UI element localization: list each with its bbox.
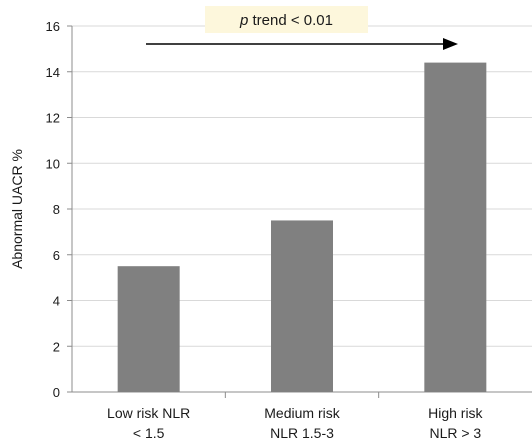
- annotation-italic-p: p: [239, 12, 248, 29]
- x-category-label-3-line-1: High risk: [428, 405, 483, 421]
- bar-3: [424, 62, 487, 392]
- bar-1: [117, 266, 180, 392]
- y-tick-label-6: 6: [53, 248, 60, 263]
- y-axis-title: Abnormal UACR %: [9, 149, 25, 269]
- x-category-label-1-line-2: < 1.5: [133, 425, 165, 441]
- y-tick-label-16: 16: [46, 19, 60, 34]
- y-tick-label-8: 8: [53, 202, 60, 217]
- x-category-label-3-line-2: NLR > 3: [429, 425, 481, 441]
- trend-arrow-head-icon: [443, 38, 458, 50]
- y-tick-label-0: 0: [53, 385, 60, 400]
- annotation-trend-text: trend < 0.01: [248, 12, 333, 29]
- x-category-label-2-line-2: NLR 1.5-3: [270, 425, 334, 441]
- x-category-label-2-line-1: Medium risk: [264, 405, 340, 421]
- y-tick-label-4: 4: [53, 294, 60, 309]
- y-tick-label-10: 10: [46, 156, 60, 171]
- y-tick-label-14: 14: [46, 65, 60, 80]
- x-category-label-1-line-1: Low risk NLR: [107, 405, 190, 421]
- y-tick-label-2: 2: [53, 339, 60, 354]
- annotation-box: [205, 6, 368, 33]
- bar-2: [271, 220, 333, 392]
- annotation-text: p trend < 0.01: [239, 12, 333, 29]
- y-tick-label-12: 12: [46, 111, 60, 126]
